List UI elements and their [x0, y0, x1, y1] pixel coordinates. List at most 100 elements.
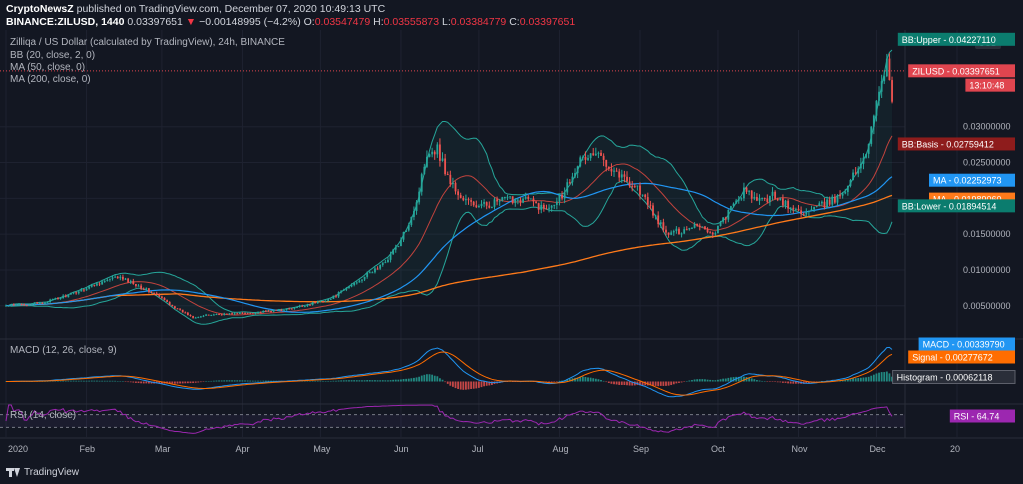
candle [275, 309, 278, 311]
macd-histogram-bar [353, 380, 356, 382]
legend-ma50[interactable]: MA (50, close, 0) [10, 62, 86, 73]
candle [407, 224, 410, 231]
candle [54, 298, 57, 300]
macd-histogram-bar [85, 380, 88, 382]
candle [753, 196, 756, 199]
macd-histogram-bar [459, 381, 462, 390]
macd-histogram-bar [444, 381, 447, 383]
macd-histogram-bar [841, 380, 844, 382]
candle [355, 282, 358, 284]
candle [96, 283, 98, 286]
macd-histogram-bar [641, 381, 644, 386]
candle [789, 207, 792, 209]
macd-histogram-bar [441, 379, 444, 382]
candle [189, 315, 192, 317]
macd-histogram-bar [485, 381, 488, 386]
macd-histogram-bar [374, 380, 376, 382]
macd-histogram-bar [628, 381, 631, 386]
candle [342, 289, 345, 291]
candle [883, 76, 886, 82]
candle [379, 265, 382, 269]
candle [527, 196, 530, 199]
candle [633, 186, 636, 188]
candle [254, 312, 257, 314]
candle [15, 304, 18, 306]
candle [782, 198, 784, 206]
candle [80, 289, 83, 292]
macd-histogram-bar [568, 378, 571, 382]
rsi-line [5, 404, 893, 434]
price-tag-bb-text: BB:Upper - 0.04227110 [902, 35, 996, 45]
x-tick-label: Aug [552, 444, 568, 454]
candle [392, 249, 395, 255]
tradingview-logo[interactable]: TradingView [6, 467, 79, 478]
macd-histogram-bar [345, 380, 348, 382]
macd-histogram-bar [181, 381, 184, 384]
candle [241, 312, 244, 314]
macd-histogram-bar [114, 380, 117, 382]
candle [532, 198, 535, 202]
candle [555, 201, 558, 205]
candle [223, 313, 226, 315]
macd-histogram-bar [732, 377, 735, 382]
candle [402, 231, 405, 240]
macd-histogram-bar [368, 380, 371, 382]
candle [722, 217, 725, 222]
close-label: C: [509, 16, 520, 28]
candle [418, 191, 421, 203]
candle [756, 196, 758, 201]
macd-histogram-bar [67, 380, 70, 382]
macd-histogram-bar [186, 381, 189, 384]
macd-histogram-bar [303, 380, 306, 382]
signal-tag-box [908, 350, 1015, 364]
candle [90, 284, 93, 287]
candle [579, 157, 582, 167]
macd-histogram-bar [439, 378, 441, 382]
candle [465, 199, 467, 201]
candle [730, 206, 732, 210]
candle [839, 195, 841, 197]
macd-histogram-bar [361, 380, 363, 382]
candle [449, 174, 452, 185]
rsi-tag-text: RSI - 64.74 [954, 412, 1000, 422]
macd-histogram-bar [410, 378, 413, 382]
candle [12, 304, 15, 306]
low-value: 0.03384779 [450, 16, 507, 28]
candle [31, 304, 33, 306]
candle [846, 185, 849, 192]
candle [581, 156, 584, 158]
macd-histogram-bar [472, 381, 475, 389]
rsi-tag: RSI - 64.74 [949, 409, 1015, 423]
candle [150, 291, 153, 293]
candle [636, 185, 639, 187]
macd-histogram-bar [709, 379, 712, 382]
macd-histogram-bar [210, 380, 213, 382]
macd-histogram-bar [376, 380, 379, 382]
candle [363, 276, 366, 280]
x-tick-label: Oct [711, 444, 726, 454]
candle [36, 302, 39, 304]
legend-rsi[interactable]: RSI (14, close) [10, 410, 77, 421]
macd-histogram-bar [223, 380, 226, 382]
candle [246, 313, 249, 315]
candle [693, 223, 696, 228]
candle [83, 289, 85, 291]
candle [264, 310, 267, 312]
macd-histogram-bar [631, 381, 634, 386]
candle [662, 222, 665, 230]
legend-ma200[interactable]: MA (200, close, 0) [10, 74, 91, 85]
legend-bb[interactable]: BB (20, close, 2, 0) [10, 50, 96, 61]
candle [23, 304, 26, 306]
candle [238, 312, 241, 314]
symbol: BINANCE:ZILUSD, 1440 [6, 16, 125, 28]
legend-macd[interactable]: MACD (12, 26, close, 9) [10, 345, 117, 356]
macd-histogram-bar [309, 380, 311, 382]
macd-histogram-bar [779, 381, 782, 383]
tradingview-brand: TradingView [24, 467, 80, 478]
macd-histogram-bar [815, 381, 818, 382]
macd-histogram-bar [875, 373, 878, 382]
candle [233, 313, 236, 315]
macd-histogram-bar [452, 381, 454, 387]
macd-histogram-bar [363, 380, 366, 382]
